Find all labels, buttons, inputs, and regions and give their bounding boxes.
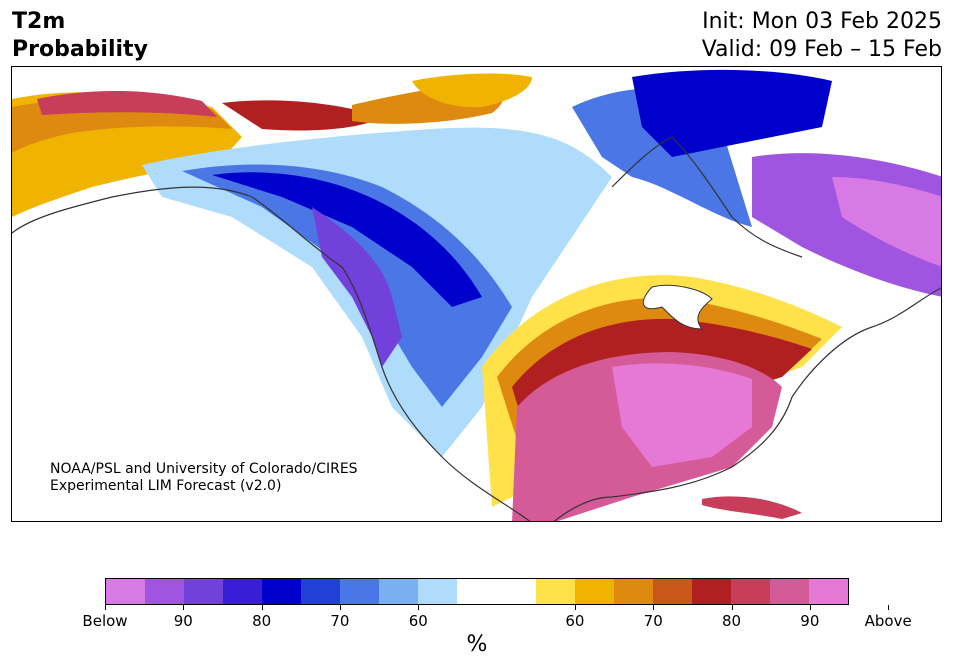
alaska-red-region (37, 90, 217, 117)
colorbar-unit-label: % (466, 632, 488, 657)
colorbar-tick-label: Above (864, 612, 912, 630)
colorbar-tick-label: 80 (252, 612, 272, 630)
colorbar-segment (106, 579, 146, 604)
data-credit: NOAA/PSL and University of Colorado/CIRE… (50, 461, 358, 495)
colorbar-segment (340, 579, 380, 604)
colorbar-tick-label: 80 (721, 612, 742, 630)
colorbar-tick-mark (574, 605, 576, 610)
probability-map (12, 69, 941, 521)
labrador-darkblue-region (632, 69, 832, 157)
southeast-magenta-region (612, 363, 752, 467)
map-panel: NOAA/PSL and University of Colorado/CIRE… (11, 66, 942, 522)
chart-title: T2m Probability (12, 8, 148, 64)
colorbar-segment (808, 579, 848, 604)
init-date-label: Init: Mon 03 Feb 2025 (702, 9, 942, 34)
colorbar-tick-label: Below (82, 612, 128, 630)
valid-date-label: Valid: 09 Feb – 15 Feb (701, 37, 942, 62)
probability-colorbar (105, 578, 849, 605)
colorbar-tick-label: 60 (408, 612, 428, 630)
colorbar-segment (262, 579, 302, 604)
credit-line-1: NOAA/PSL and University of Colorado/CIRE… (50, 461, 358, 477)
colorbar-tick-mark (339, 605, 341, 610)
colorbar-segment (184, 579, 224, 604)
colorbar-segment (418, 579, 458, 604)
colorbar-segment (223, 579, 263, 604)
title-line-1: T2m (12, 9, 66, 34)
colorbar-tick-mark (261, 605, 263, 610)
colorbar-segment (769, 579, 809, 604)
colorbar-tick-mark (418, 605, 420, 610)
colorbar-tick-label: 70 (643, 612, 663, 630)
colorbar-segment (457, 579, 536, 604)
west-canada-blue-region (182, 164, 512, 407)
colorbar-segment (145, 579, 185, 604)
colorbar-tick-label: 70 (330, 612, 350, 630)
colorbar-tick-label: 60 (565, 612, 585, 630)
colorbar-segment (613, 579, 653, 604)
forecast-dates: Init: Mon 03 Feb 2025 Valid: 09 Feb – 15… (702, 8, 942, 64)
coastline (12, 136, 941, 521)
yukon-red-region (222, 100, 382, 131)
great-lakes (642, 284, 713, 330)
credit-line-2: Experimental LIM Forecast (v2.0) (50, 478, 282, 494)
east-coast-magenta-region (832, 177, 941, 267)
arctic-islands-yellow-region (412, 73, 532, 108)
colorbar-tick-label: 90 (173, 612, 193, 630)
colorbar-segment (691, 579, 731, 604)
colorbar-tick-label: 90 (800, 612, 820, 630)
colorbar-tick-mark (888, 605, 890, 610)
title-line-2: Probability (12, 37, 148, 62)
colorbar-tick-mark (731, 605, 733, 610)
colorbar-segment (730, 579, 770, 604)
colorbar-tick-mark (653, 605, 655, 610)
colorbar-tick-mark (183, 605, 185, 610)
colorbar-tick-mark (105, 605, 106, 610)
colorbar-segment (652, 579, 692, 604)
west-canada-darkblue-region (212, 172, 482, 307)
colorbar-segment (574, 579, 614, 604)
colorbar-segment (301, 579, 341, 604)
pacific-coast-purple-region (312, 207, 402, 367)
cuba-island (702, 496, 802, 519)
colorbar-tick-mark (809, 605, 811, 610)
colorbar-segment (535, 579, 575, 604)
colorbar-segment (379, 579, 419, 604)
